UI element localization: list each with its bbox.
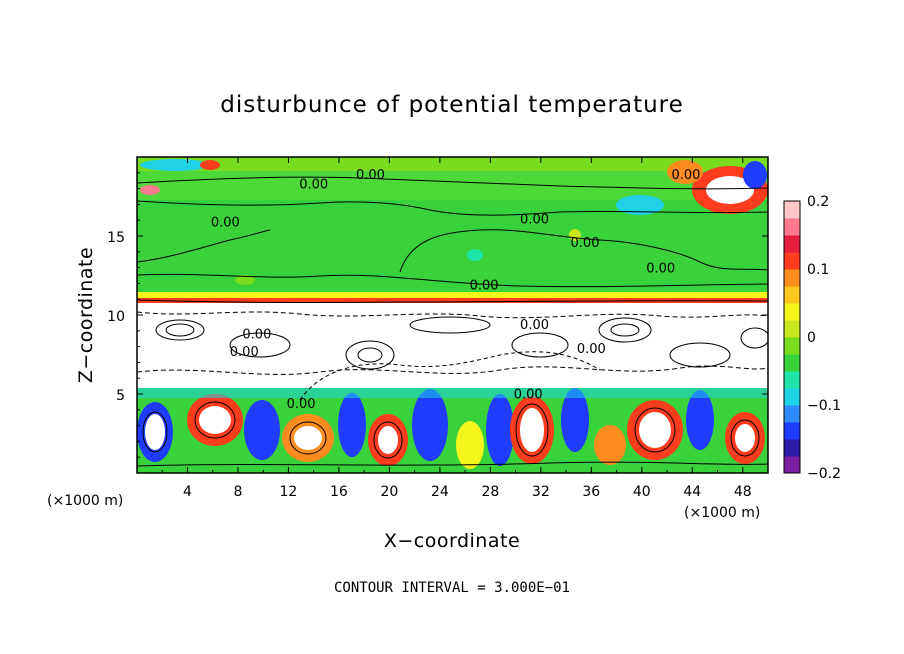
colorbar-swatch bbox=[784, 388, 800, 406]
upper-patches bbox=[140, 159, 768, 285]
colorbar-swatch bbox=[784, 456, 800, 474]
colorbar-swatch bbox=[784, 269, 800, 287]
turbulent-contours bbox=[137, 311, 768, 401]
colorbar-tick-label: −0.1 bbox=[807, 398, 841, 414]
tropopause-yellow bbox=[137, 292, 768, 298]
colorbar-swatch bbox=[784, 201, 800, 219]
x-tick-label: 48 bbox=[734, 484, 752, 500]
colorbar-tick-label: −0.2 bbox=[807, 466, 841, 482]
contour-interval-note: CONTOUR INTERVAL = 3.000E−01 bbox=[334, 580, 570, 596]
x-tick-label: 32 bbox=[532, 484, 550, 500]
x-tick-label: 12 bbox=[280, 484, 298, 500]
x-tick-label: 28 bbox=[481, 484, 499, 500]
x-axis-label: X−coordinate bbox=[384, 530, 520, 552]
colorbar-swatch bbox=[784, 218, 800, 236]
colorbar-swatch bbox=[784, 252, 800, 270]
x-tick-label: 16 bbox=[330, 484, 348, 500]
contour-label: 0.00 bbox=[211, 216, 240, 231]
y-tick-label: 5 bbox=[116, 388, 125, 404]
colorbar-tick-label: 0.1 bbox=[807, 262, 829, 278]
contour-label: 0.00 bbox=[671, 168, 700, 183]
x-tick-label: 24 bbox=[431, 484, 449, 500]
contour-labels: 0.00 0.00 0.00 0.00 0.00 0.00 0.00 0.00 0.00 0.00… bbox=[211, 168, 701, 412]
contour-label: 0.00 bbox=[520, 212, 549, 227]
colorbar-swatch bbox=[784, 235, 800, 253]
upper-band bbox=[137, 170, 768, 200]
x-axis: 4 8 12 16 20 24 28 32 36 40 44 48 bbox=[161, 157, 752, 500]
y-axis-label: Z−coordinate bbox=[75, 247, 97, 383]
y-axis: 5 10 15 bbox=[107, 172, 768, 458]
heatmap-field: 0.00 0.00 0.00 0.00 0.00 0.00 0.00 0.00 0.00 0.00… bbox=[137, 157, 768, 473]
contour-label: 0.00 bbox=[577, 342, 606, 357]
x-axis-unit: (×1000 m) bbox=[684, 505, 760, 521]
contour-label: 0.00 bbox=[520, 318, 549, 333]
colorbar-swatch bbox=[784, 439, 800, 457]
colorbar-swatch bbox=[784, 405, 800, 423]
contour-label: 0.00 bbox=[287, 397, 316, 412]
contour-label: 0.00 bbox=[230, 345, 259, 360]
contour-label: 0.00 bbox=[514, 388, 543, 403]
x-tick-label: 40 bbox=[633, 484, 651, 500]
colorbar-tick-label: 0.2 bbox=[807, 194, 829, 210]
colorbar-frame bbox=[783, 200, 801, 474]
contour-label: 0.00 bbox=[356, 168, 385, 183]
chart-title: disturbunce of potential temperature bbox=[220, 92, 684, 118]
top-strip bbox=[137, 157, 768, 171]
colorbar-swatch bbox=[784, 303, 800, 321]
y-tick-label: 15 bbox=[107, 230, 125, 246]
colorbar-swatch bbox=[784, 422, 800, 440]
colorbar bbox=[783, 200, 801, 474]
colorbar-swatch bbox=[784, 320, 800, 338]
contour-lines bbox=[137, 176, 768, 303]
colorbar-tick-label: 0 bbox=[807, 330, 816, 346]
colorbar-swatch bbox=[784, 286, 800, 304]
contour-label: 0.00 bbox=[299, 178, 328, 193]
x-tick-label: 36 bbox=[582, 484, 600, 500]
tropopause-red bbox=[137, 298, 768, 303]
x-tick-label: 8 bbox=[233, 484, 242, 500]
contour-label: 0.00 bbox=[646, 261, 675, 276]
contour-label: 0.00 bbox=[571, 236, 600, 251]
contour-label: 0.00 bbox=[470, 279, 499, 294]
colorbar-swatch bbox=[784, 371, 800, 389]
contour-label: 0.00 bbox=[242, 328, 271, 343]
colorbar-ticks: 0.2 0.1 0 −0.1 −0.2 bbox=[807, 194, 841, 482]
lower-contours bbox=[137, 401, 768, 467]
x-axis-left-unit: (×1000 m) bbox=[47, 493, 123, 509]
x-tick-label: 44 bbox=[683, 484, 701, 500]
colorbar-swatch bbox=[784, 337, 800, 355]
x-tick-label: 4 bbox=[183, 484, 192, 500]
x-tick-label: 20 bbox=[380, 484, 398, 500]
y-tick-label: 10 bbox=[107, 309, 125, 325]
colorbar-swatch bbox=[784, 354, 800, 372]
